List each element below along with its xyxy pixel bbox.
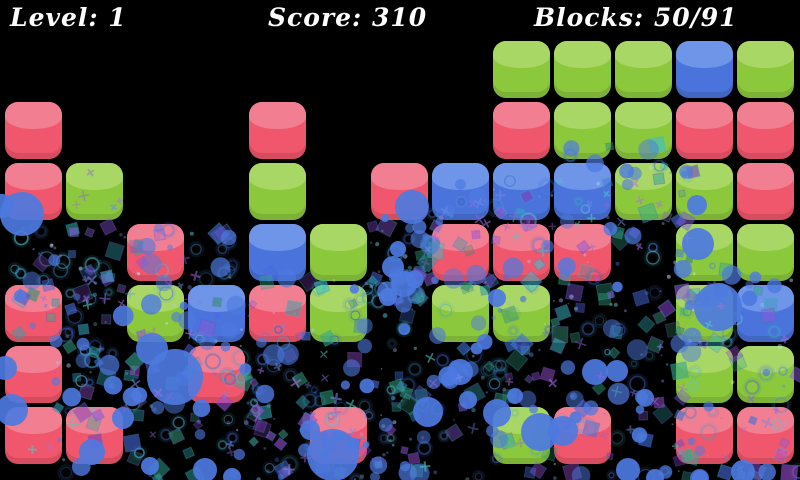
block-red[interactable] — [737, 163, 794, 220]
block-blue[interactable] — [554, 163, 611, 220]
block-green[interactable] — [554, 41, 611, 98]
block-red[interactable] — [493, 224, 550, 281]
blocks-counter-label: Blocks: 50/91 — [534, 3, 738, 32]
level-label: Level: 1 — [10, 3, 127, 32]
hud-bar: Level: 1 Score: 310 Blocks: 50/91 — [0, 0, 800, 40]
block-green[interactable] — [66, 163, 123, 220]
block-green[interactable] — [310, 224, 367, 281]
block-blue[interactable] — [249, 224, 306, 281]
block-green[interactable] — [737, 224, 794, 281]
block-blue[interactable] — [737, 285, 794, 342]
block-red[interactable] — [737, 102, 794, 159]
score-label: Score: 310 — [268, 3, 428, 32]
block-red[interactable] — [249, 102, 306, 159]
block-red[interactable] — [493, 102, 550, 159]
block-green[interactable] — [554, 102, 611, 159]
block-green[interactable] — [249, 163, 306, 220]
block-blue[interactable] — [432, 163, 489, 220]
block-blue[interactable] — [676, 41, 733, 98]
block-green[interactable] — [737, 41, 794, 98]
block-green[interactable] — [493, 285, 550, 342]
block-red[interactable] — [676, 102, 733, 159]
block-green[interactable] — [615, 41, 672, 98]
block-red[interactable] — [5, 102, 62, 159]
block-green[interactable] — [493, 41, 550, 98]
